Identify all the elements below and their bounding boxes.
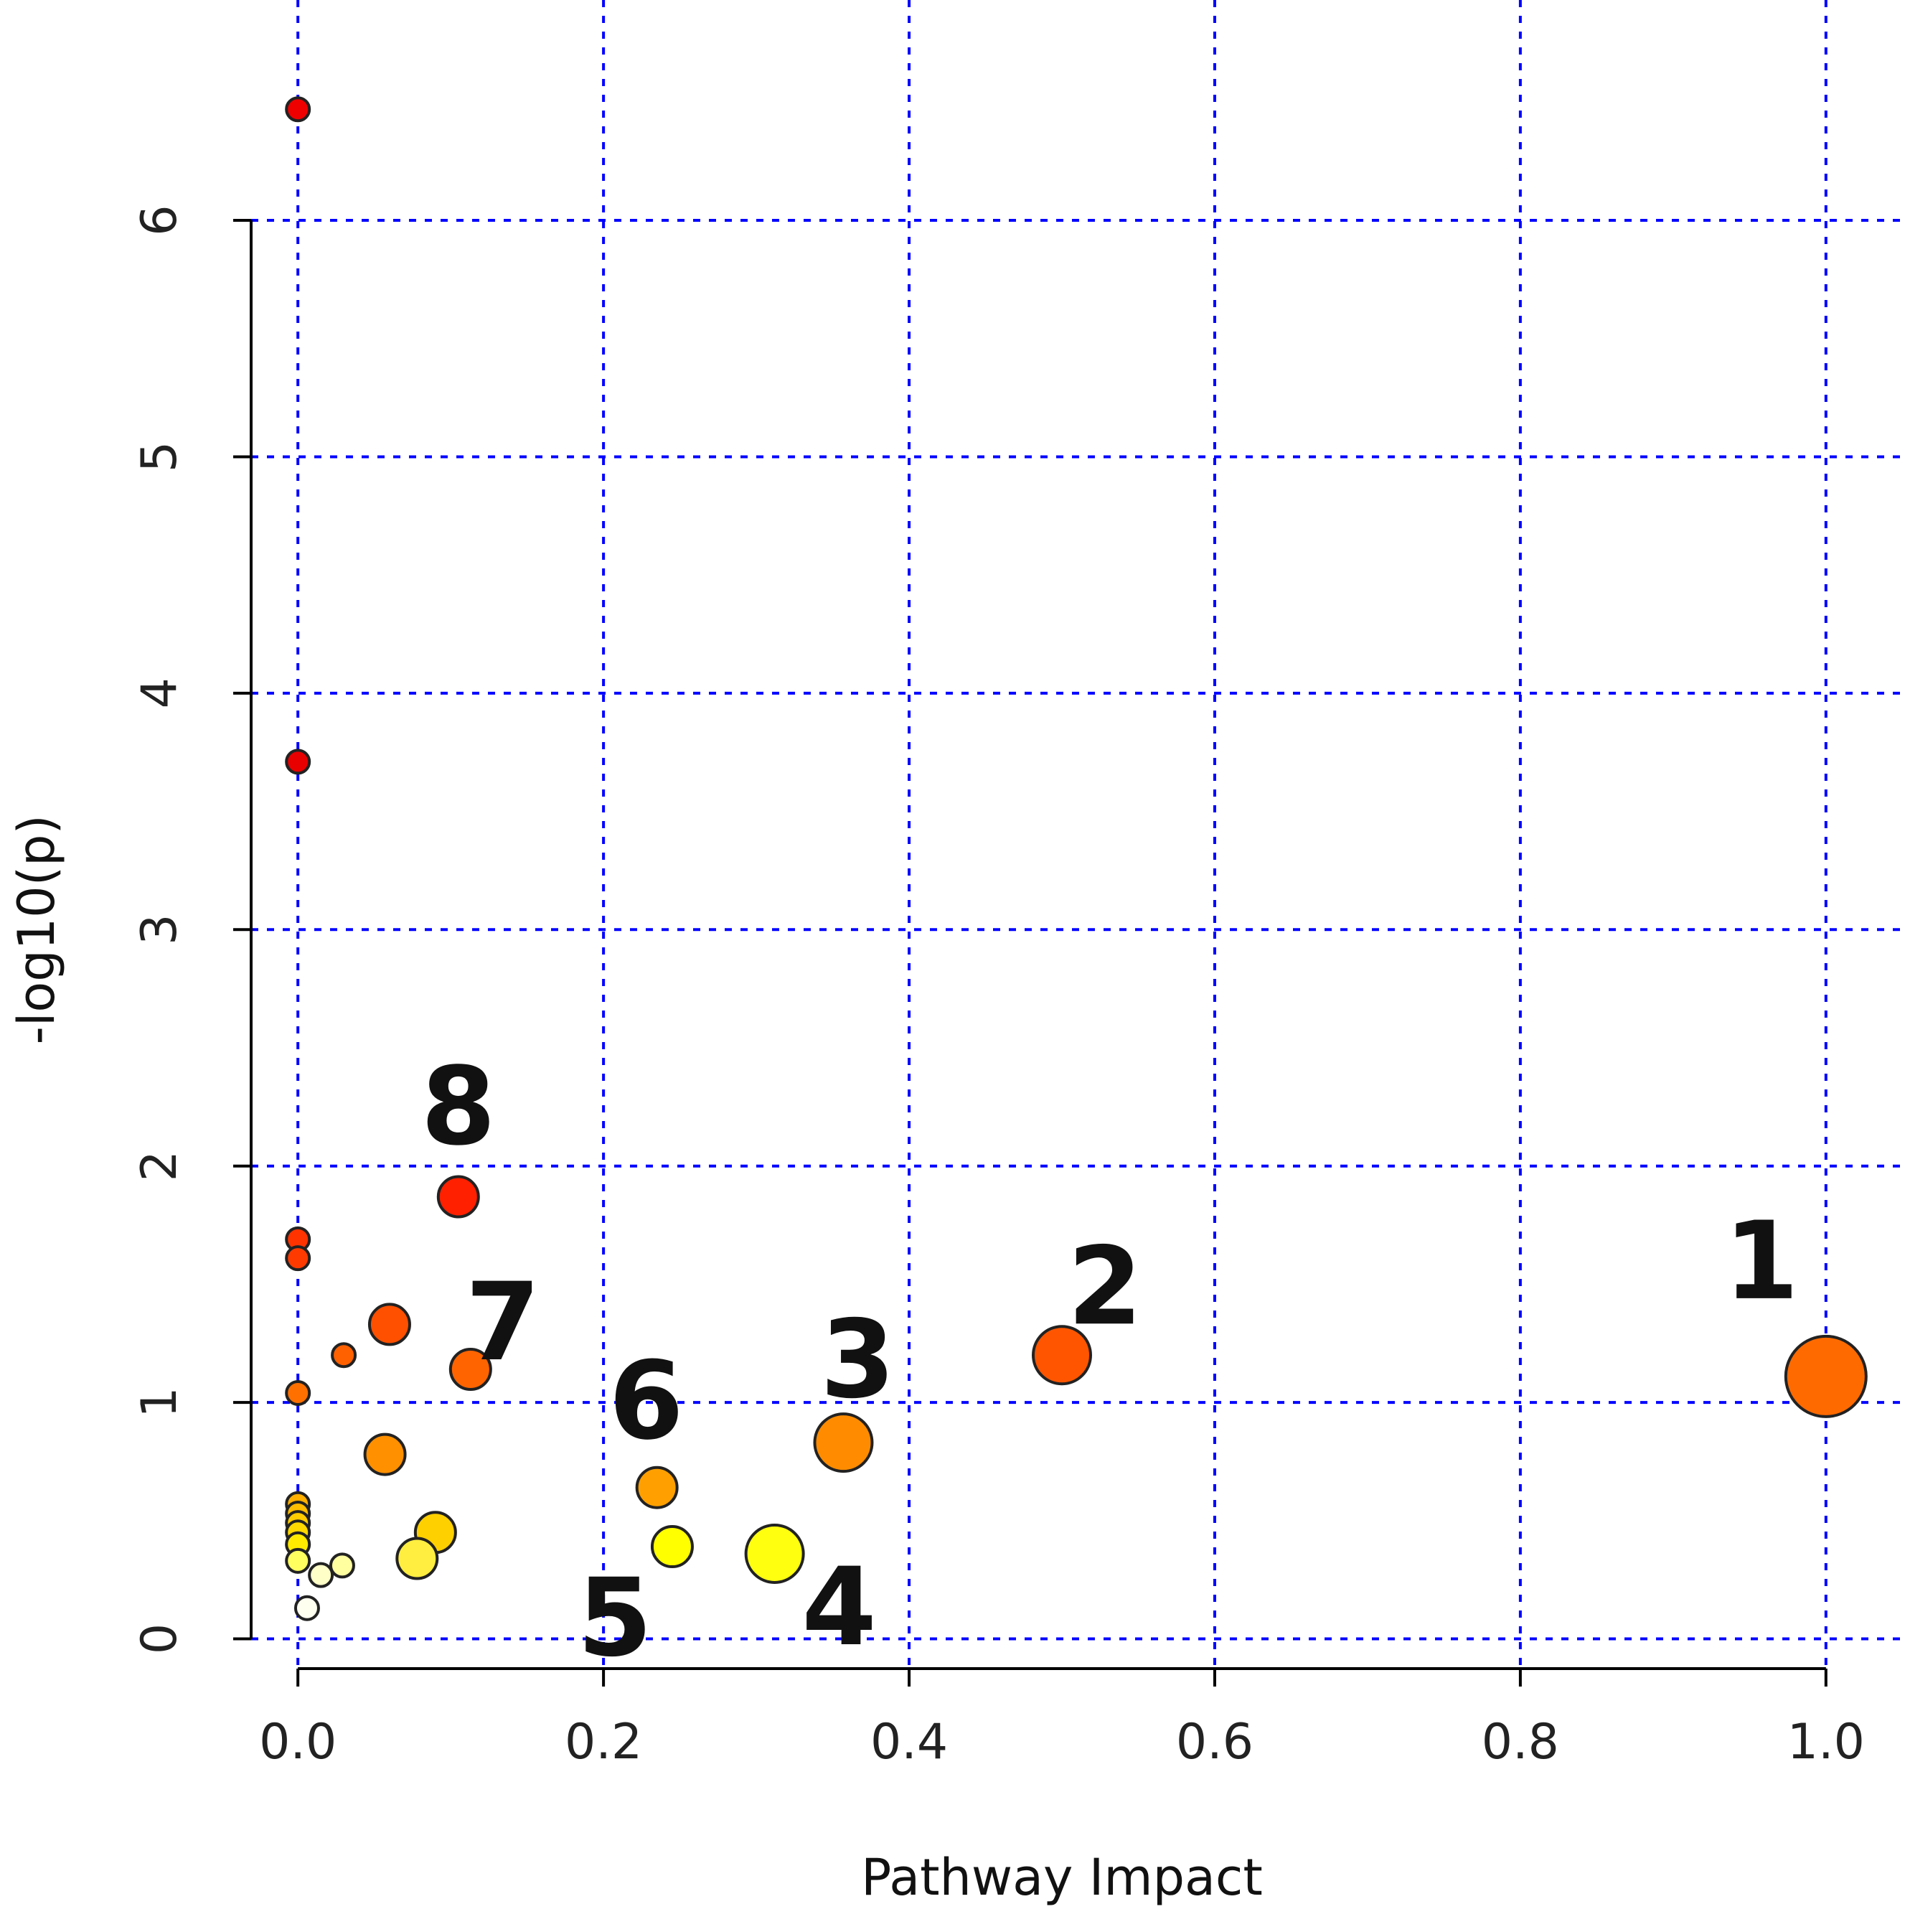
data-point-25: [308, 1562, 334, 1588]
x-axis-ticks: 0.0 0.2 0.4 0.6 0.8 1.0: [259, 1669, 1865, 1771]
data-points: [285, 96, 1868, 1621]
data-point-20: [650, 1525, 694, 1569]
point-label-7: 7: [466, 1260, 540, 1385]
x-tick-label-1: 0.2: [565, 1714, 642, 1771]
data-point-9: [1784, 1334, 1868, 1418]
data-point-24: [329, 1552, 355, 1579]
y-tick-label-1: 1: [131, 1387, 188, 1417]
y-tick-label-2: 2: [131, 1150, 188, 1181]
data-point-2: [436, 1175, 480, 1219]
x-tick-label-4: 0.8: [1482, 1714, 1559, 1771]
y-axis-title: -log10(p): [7, 815, 66, 1044]
point-label-8: 8: [421, 1045, 496, 1170]
x-tick-label-3: 0.6: [1176, 1714, 1253, 1771]
x-axis-title: Pathway Impact: [861, 1848, 1263, 1907]
data-point-23: [285, 1547, 311, 1574]
point-label-1: 1: [1724, 1199, 1799, 1324]
data-point-26: [293, 1595, 320, 1621]
data-point-7: [331, 1342, 357, 1369]
data-point-21: [744, 1523, 805, 1584]
point-label-2: 2: [1068, 1224, 1142, 1349]
data-point-11: [813, 1412, 874, 1473]
data-point-1: [285, 749, 311, 775]
data-point-6: [1032, 1325, 1092, 1386]
point-label-3: 3: [820, 1298, 895, 1422]
x-tick-label-2: 0.4: [870, 1714, 948, 1771]
y-tick-label-6: 6: [131, 205, 188, 235]
y-tick-label-0: 0: [131, 1623, 188, 1654]
point-label-4: 4: [801, 1545, 876, 1670]
data-point-8: [448, 1348, 492, 1391]
point-label-6: 6: [608, 1339, 683, 1464]
x-tick-label-5: 1.0: [1787, 1714, 1865, 1771]
y-tick-label-3: 3: [131, 914, 188, 945]
y-tick-label-5: 5: [131, 441, 188, 472]
data-point-5: [367, 1303, 411, 1346]
data-point-10: [285, 1379, 311, 1406]
data-point-4: [285, 1245, 311, 1272]
y-axis-ticks: 0 1 2 3 4 5 6: [131, 205, 251, 1654]
point-label-5: 5: [578, 1556, 652, 1681]
data-point-0: [285, 96, 311, 123]
data-point-13: [635, 1466, 679, 1509]
y-tick-label-4: 4: [131, 677, 188, 708]
x-tick-label-0: 0.0: [259, 1714, 337, 1771]
grid-lines: [251, 0, 1901, 1669]
point-labels: 8 2 7 1 3 6 5 4: [421, 1045, 1799, 1682]
data-point-12: [363, 1432, 407, 1476]
data-point-22: [395, 1537, 439, 1580]
axes: [250, 220, 1826, 1670]
